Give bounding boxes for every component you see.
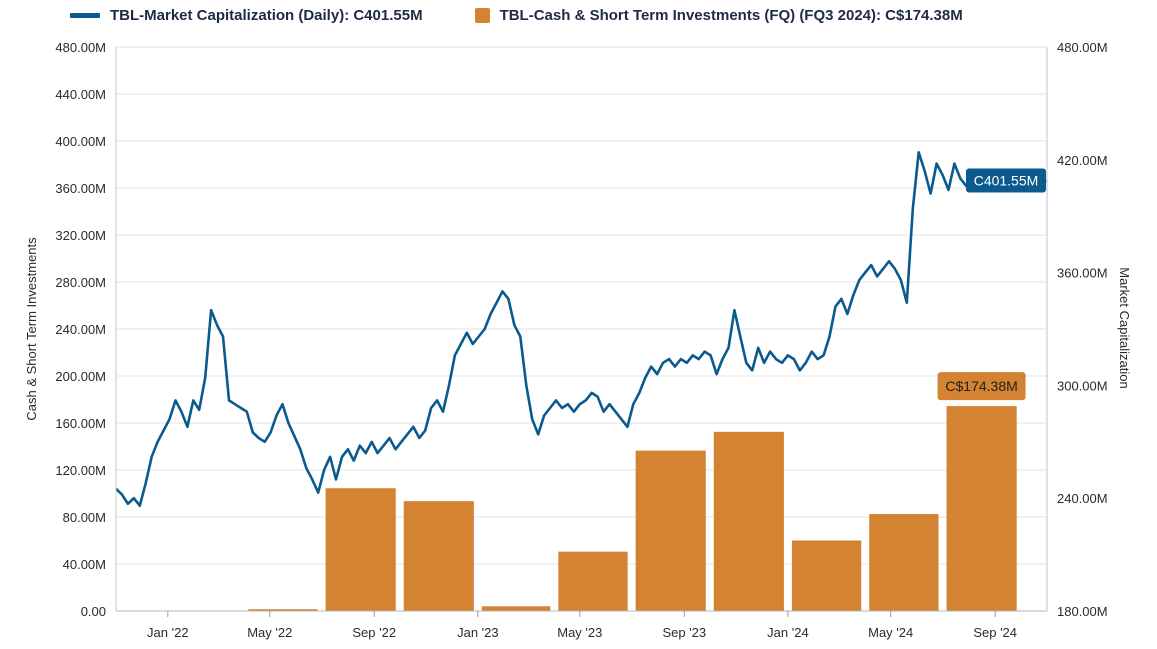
bar[interactable] — [713, 431, 784, 611]
left-tick-label: 440.00M — [55, 87, 106, 102]
left-tick-label: 0.00 — [81, 604, 106, 619]
bar-value-label-bg — [937, 372, 1026, 401]
left-tick-label: 80.00M — [63, 510, 106, 525]
axes: 0.00 40.00M 80.00M 120.00M 160.00M 200.00M 240… — [24, 40, 1132, 640]
legend-item-market-cap[interactable]: TBL-Market Capitalization (Daily): C401.… — [70, 7, 423, 24]
right-axis-title: Market Capitalization — [1117, 267, 1132, 388]
right-tick-label: 180.00M — [1057, 604, 1108, 619]
left-tick-label: 280.00M — [55, 275, 106, 290]
left-tick-label: 200.00M — [55, 369, 106, 384]
bar[interactable] — [946, 406, 1017, 611]
right-tick-label: 480.00M — [1057, 40, 1108, 55]
bar[interactable] — [325, 488, 396, 611]
x-tick-label: May '23 — [557, 625, 602, 640]
bar-series — [116, 406, 1017, 611]
legend-swatch-line — [70, 12, 100, 18]
bar[interactable] — [558, 551, 628, 611]
left-tick-label: 480.00M — [55, 40, 106, 55]
left-tick-label: 320.00M — [55, 228, 106, 243]
legend-label-market-cap: TBL-Market Capitalization (Daily): C401.… — [110, 6, 423, 24]
market-cap-line[interactable] — [115, 151, 1048, 507]
x-tick-label: Sep '22 — [352, 625, 396, 640]
x-tick-label: Jan '23 — [457, 625, 499, 640]
x-tick-label: Jan '24 — [767, 625, 809, 640]
right-tick-label: 420.00M — [1057, 153, 1108, 168]
bar[interactable] — [869, 514, 939, 611]
left-axis-title: Cash & Short Term Investments — [24, 237, 39, 421]
value-labels: C401.55M C$174.38M — [937, 168, 1046, 401]
legend-label-cash: TBL-Cash & Short Term Investments (FQ) (… — [499, 6, 963, 24]
right-tick-label: 300.00M — [1057, 378, 1108, 393]
legend: TBL-Market Capitalization (Daily): C401.… — [70, 4, 963, 26]
x-tick-label: Jan '22 — [147, 625, 189, 640]
x-tick-label: May '24 — [868, 625, 913, 640]
left-tick-label: 360.00M — [55, 181, 106, 196]
left-tick-label: 40.00M — [63, 557, 106, 572]
left-tick-label: 240.00M — [55, 322, 106, 337]
bar[interactable] — [635, 450, 706, 611]
line-value-label-bg — [966, 168, 1046, 193]
legend-swatch-bar — [474, 7, 490, 23]
bar[interactable] — [248, 609, 318, 611]
left-tick-label: 400.00M — [55, 134, 106, 149]
bar-value-label: C$174.38M — [945, 378, 1017, 394]
bar[interactable] — [481, 606, 551, 611]
legend-item-cash[interactable]: TBL-Cash & Short Term Investments (FQ) (… — [474, 6, 963, 24]
right-tick-label: 240.00M — [1057, 491, 1108, 506]
x-tick-label: May '22 — [247, 625, 292, 640]
x-tick-label: Sep '24 — [973, 625, 1017, 640]
line-value-label: C401.55M — [974, 172, 1039, 188]
left-tick-label: 120.00M — [55, 463, 106, 478]
bar[interactable] — [791, 540, 862, 612]
left-tick-label: 160.00M — [55, 416, 106, 431]
x-tick-label: Sep '23 — [662, 625, 706, 640]
bar[interactable] — [403, 501, 474, 611]
line-series — [115, 151, 1048, 507]
right-tick-label: 360.00M — [1057, 266, 1108, 281]
